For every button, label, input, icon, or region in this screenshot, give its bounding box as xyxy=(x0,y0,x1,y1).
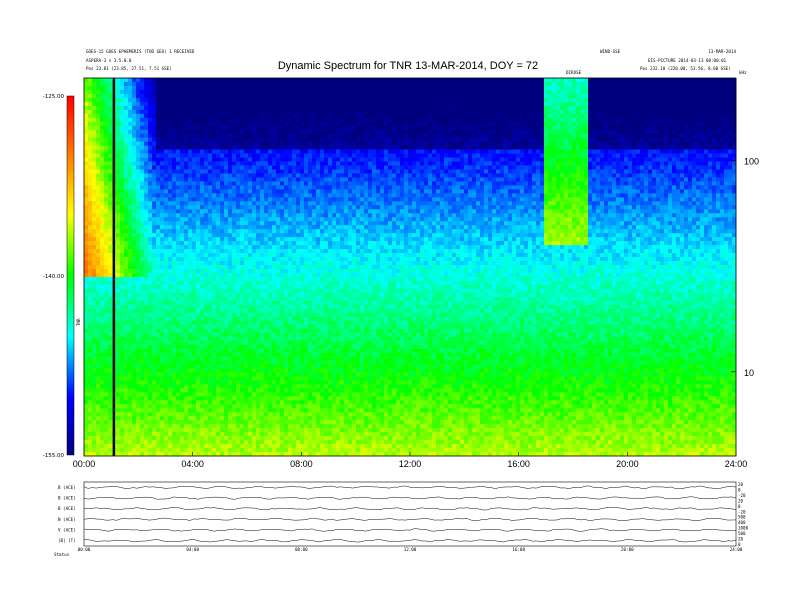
panel-right-tick: 500 xyxy=(738,515,746,520)
lower-panel-frame xyxy=(83,481,737,547)
panel-series-label: B (ACE) xyxy=(58,485,76,490)
colorbar-tick-top: -125.00 xyxy=(43,94,65,100)
panel-right-tick: 0 xyxy=(738,487,741,492)
panel-series-label: |B| (T) xyxy=(58,538,76,543)
x-tick-label: 12:00 xyxy=(399,459,422,469)
panel-x-tick: 16:00 xyxy=(512,547,525,552)
solar-wind-panels: B (ACE) B (ACE) B (ACE) N (ACE) V (ACE) |B| (… xyxy=(54,481,749,557)
panel-series-label: B (ACE) xyxy=(58,496,76,501)
header-left-line1: GOES-15 GOES EPHEMERIS (TOD GEO) 1 RECEI… xyxy=(86,49,195,54)
panel-series-line xyxy=(83,539,737,543)
colorbar-tick-bottom: -155.00 xyxy=(43,453,65,459)
colorbar-label: TNR xyxy=(76,318,81,326)
panel-right-tick: -20 xyxy=(738,493,746,498)
header-left-line2: ASPERA-3 v 3.5.0.0 xyxy=(86,58,132,63)
x-tick-label: 00:00 xyxy=(73,459,96,469)
header-left-line3: Pos 23.81 (23.85, 27.51, 7.51 GSE) xyxy=(86,66,172,71)
x-tick-label: 04:00 xyxy=(181,459,204,469)
x-tick-label: 20:00 xyxy=(616,459,639,469)
panel-right-tick: 20 xyxy=(738,482,744,487)
panel-series-label: V (ACE) xyxy=(58,528,76,533)
x-axis: 00:00 04:00 08:00 12:00 16:00 20:00 24:00 xyxy=(73,452,748,469)
panel-right-tick: 0 xyxy=(738,542,741,547)
panel-x-tick: 04:00 xyxy=(186,547,199,552)
header-right-top-right: 13-MAR-2014 xyxy=(708,49,736,54)
panel-right-tick: -20 xyxy=(738,509,746,514)
header-right-top-left: WIND-GSE xyxy=(600,49,621,54)
chart-title: Dynamic Spectrum for TNR 13-MAR-2014, DO… xyxy=(278,60,538,72)
panel-x-tick: 08:00 xyxy=(295,547,308,552)
panel-right-tick: 1000 xyxy=(738,526,749,531)
panel-right-tick: 20 xyxy=(738,498,744,503)
panel-series-line xyxy=(83,528,737,532)
event-label: DIROSE xyxy=(566,70,582,75)
y-tick-label: 100 xyxy=(744,156,759,166)
spectrogram xyxy=(84,78,737,457)
colorbar-tick-mid: -140.00 xyxy=(43,274,65,280)
header-right-line3: Pos 232.10 (228.00, 53.56, 8.60 GSE) xyxy=(640,66,731,71)
header-right-line2: EIS-PICTURE 2014-03-13 00:00:01 xyxy=(648,58,727,63)
panel-x-tick: 24:00 xyxy=(730,547,743,552)
panel-series-line xyxy=(83,485,737,489)
x-tick-label: 08:00 xyxy=(290,459,313,469)
x-tick-label: 24:00 xyxy=(725,459,748,469)
panel-right-tick: 20 xyxy=(738,537,744,542)
panel-series-line xyxy=(83,507,737,511)
panel-x-tick: 12:00 xyxy=(404,547,417,552)
panel-x-tick: 20:00 xyxy=(621,547,634,552)
y-tick-label: 10 xyxy=(744,368,754,378)
panel-right-tick: 500 xyxy=(738,531,746,536)
panel-x-tick: 00:00 xyxy=(78,547,91,552)
status-label: Status xyxy=(54,552,70,557)
panel-right-tick: 400 xyxy=(738,520,746,525)
panel-series-label: N (ACE) xyxy=(58,517,76,522)
x-tick-label: 16:00 xyxy=(507,459,530,469)
panel-series-line xyxy=(83,496,737,500)
y-axis: 10 100 xyxy=(731,156,759,378)
panel-series-line xyxy=(83,517,737,521)
panel-right-tick: 0 xyxy=(738,504,741,509)
freq-unit-label: kHz xyxy=(739,70,747,75)
colorbar xyxy=(66,95,75,456)
panel-series-label: B (ACE) xyxy=(58,506,76,511)
